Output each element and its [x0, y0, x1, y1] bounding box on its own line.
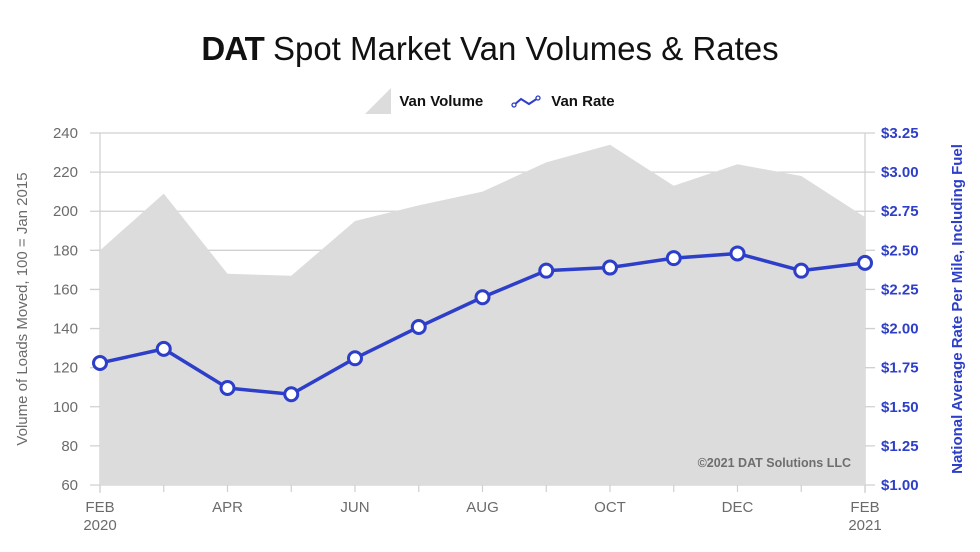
y-tick-label-left: 120: [53, 360, 78, 377]
y-tick-label-left: 180: [53, 242, 78, 259]
y-ticks-left: 240 220 200 180 160 140 120 100 80 60: [53, 125, 78, 494]
y-tick-label-right: $1.75: [881, 360, 919, 377]
legend-label-volume: Van Volume: [399, 92, 484, 110]
chart-title: DAT Spot Market Van Volumes & Rates: [0, 30, 980, 68]
van-rate-markers: [92, 245, 873, 403]
x-tick-label: JUN: [340, 499, 369, 516]
x-tick-label: FEB: [850, 499, 879, 516]
y-tick-label-right: $3.25: [881, 125, 919, 142]
rate-point: [155, 340, 172, 357]
x-tick-label: 2020: [83, 517, 116, 534]
y-tick-label-left: 160: [53, 281, 78, 298]
x-tick-label: DEC: [722, 499, 754, 516]
y-tick-label-right: $1.25: [881, 438, 919, 455]
y-tick-label-left: 100: [53, 399, 78, 416]
y-tick-label-right: $2.75: [881, 203, 919, 220]
y-tick-label-left: 140: [53, 321, 78, 338]
rate-point: [602, 259, 618, 276]
y-tick-label-left: 200: [53, 203, 78, 220]
line-swatch-icon: [511, 95, 541, 108]
van-volume-area: [100, 144, 865, 485]
rate-point: [283, 386, 300, 403]
x-tick-label: 2021: [848, 517, 881, 534]
x-tick-label: FEB: [85, 499, 114, 516]
rate-point: [410, 318, 427, 335]
rate-point: [729, 245, 746, 262]
legend-item-volume: Van Volume: [365, 88, 483, 114]
y-tick-label-left: 220: [53, 164, 78, 181]
rate-point: [474, 289, 491, 306]
legend-item-rate: Van Rate: [511, 92, 615, 110]
x-tick-label: APR: [212, 499, 243, 516]
legend: Van Volume Van Rate: [0, 88, 980, 114]
y-tick-label-left: 80: [61, 438, 78, 455]
y-tick-label-right: $1.50: [881, 399, 919, 416]
title-brand: DAT: [201, 30, 264, 67]
rate-point: [793, 262, 810, 279]
y-tick-label-right: $2.50: [881, 242, 919, 259]
y-ticks-right: $3.25 $3.00 $2.75 $2.50 $2.25 $2.00 $1.75 $1.50…: [881, 125, 919, 494]
copyright-annotation: ©2021 DAT Solutions LLC: [698, 456, 851, 470]
rate-point: [538, 262, 555, 279]
y-axis-label-right: National Average Rate Per Mile, Includin…: [949, 144, 966, 474]
rate-point: [347, 350, 363, 367]
y-tick-label-right: $2.00: [881, 321, 919, 338]
y-tick-label-right: $2.25: [881, 281, 919, 298]
x-tick-label: OCT: [594, 499, 626, 516]
rate-point: [665, 250, 682, 267]
rate-point: [857, 254, 873, 271]
x-tick-label: AUG: [466, 499, 499, 516]
y-tick-label-right: $1.00: [881, 477, 919, 494]
title-text: Spot Market Van Volumes & Rates: [272, 30, 779, 67]
rate-point: [92, 354, 108, 371]
y-tick-label-left: 60: [61, 477, 78, 494]
y-tick-label-right: $3.00: [881, 164, 919, 181]
area-swatch-icon: [365, 88, 392, 114]
legend-label-rate: Van Rate: [551, 92, 615, 110]
y-tick-label-left: 240: [53, 125, 78, 142]
rate-point: [219, 380, 236, 397]
y-axis-label-left: Volume of Loads Moved, 100 = Jan 2015: [14, 172, 31, 445]
